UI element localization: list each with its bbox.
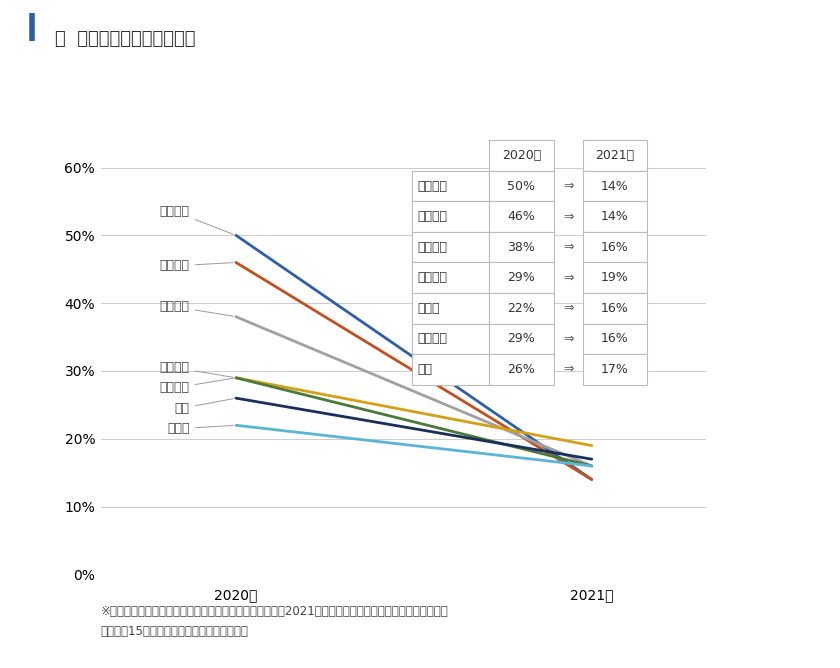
Bar	[412, 232, 489, 263]
Text: 14%: 14%	[601, 180, 629, 192]
Text: アメリカ: アメリカ	[417, 332, 448, 345]
Bar	[583, 202, 647, 232]
Bar	[412, 323, 489, 354]
Text: ⇒: ⇒	[564, 332, 574, 345]
Text: ⇒: ⇒	[564, 302, 574, 315]
Text: 38%: 38%	[507, 240, 535, 254]
Bar	[412, 202, 489, 232]
Text: 19%: 19%	[601, 271, 629, 284]
Bar	[583, 171, 647, 202]
Bar	[412, 263, 489, 293]
Bar	[489, 323, 554, 354]
Text: 図  世界のテレワーク率推移: 図 世界のテレワーク率推移	[55, 30, 195, 48]
Text: アメリカ: アメリカ	[160, 378, 234, 394]
Bar	[583, 354, 647, 385]
Text: ⇒: ⇒	[564, 363, 574, 376]
Bar	[412, 293, 489, 323]
Text: 日本: 日本	[175, 399, 234, 415]
Text: イギリス: イギリス	[160, 361, 234, 377]
Text: スペイン: スペイン	[160, 205, 234, 234]
Bar	[583, 323, 647, 354]
Bar	[489, 293, 554, 323]
Text: ドイツ: ドイツ	[167, 422, 234, 435]
Text: 14%: 14%	[601, 210, 629, 223]
Text: 17%: 17%	[601, 363, 629, 376]
Bar	[583, 263, 647, 293]
Text: 46%: 46%	[507, 210, 535, 223]
Bar	[489, 140, 554, 171]
Text: 16%: 16%	[601, 332, 629, 345]
Text: スペイン: スペイン	[417, 180, 448, 192]
Text: 16%: 16%	[601, 240, 629, 254]
Bar	[583, 293, 647, 323]
Text: 29%: 29%	[507, 271, 535, 284]
Bar	[412, 354, 489, 385]
Text: ⇒: ⇒	[564, 210, 574, 223]
Bar	[489, 263, 554, 293]
Text: 2021年: 2021年	[596, 149, 634, 162]
Text: フランス: フランス	[417, 240, 448, 254]
Text: ⇒: ⇒	[564, 240, 574, 254]
Text: 22%: 22%	[507, 302, 535, 315]
Bar	[489, 232, 554, 263]
Text: イギリス: イギリス	[417, 271, 448, 284]
Text: 日本: 日本	[417, 363, 433, 376]
Bar	[489, 202, 554, 232]
Bar	[489, 171, 554, 202]
Text: ※日本リサーチセンター「新型コロナウイルス自主調査：2021年最新のリモートワーク・授業実施率は？: ※日本リサーチセンター「新型コロナウイルス自主調査：2021年最新のリモートワー…	[101, 605, 449, 617]
Bar	[412, 171, 489, 202]
Bar	[583, 232, 647, 263]
Text: ⇒: ⇒	[564, 180, 574, 192]
Bar	[583, 140, 647, 171]
Text: 26%: 26%	[507, 363, 535, 376]
Text: 16%: 16%	[601, 302, 629, 315]
Text: ⇒: ⇒	[564, 271, 574, 284]
Text: 29%: 29%	[507, 332, 535, 345]
Text: 2020年: 2020年	[501, 149, 541, 162]
Bar	[489, 354, 554, 385]
Text: ドイツ: ドイツ	[417, 302, 440, 315]
Text: 50%: 50%	[507, 180, 535, 192]
Text: イタリア: イタリア	[417, 210, 448, 223]
Text: イタリア: イタリア	[160, 259, 234, 273]
Text: ～世界15か国・地域調査」からタスが作成: ～世界15か国・地域調査」からタスが作成	[101, 625, 249, 637]
Text: フランス: フランス	[160, 300, 234, 316]
